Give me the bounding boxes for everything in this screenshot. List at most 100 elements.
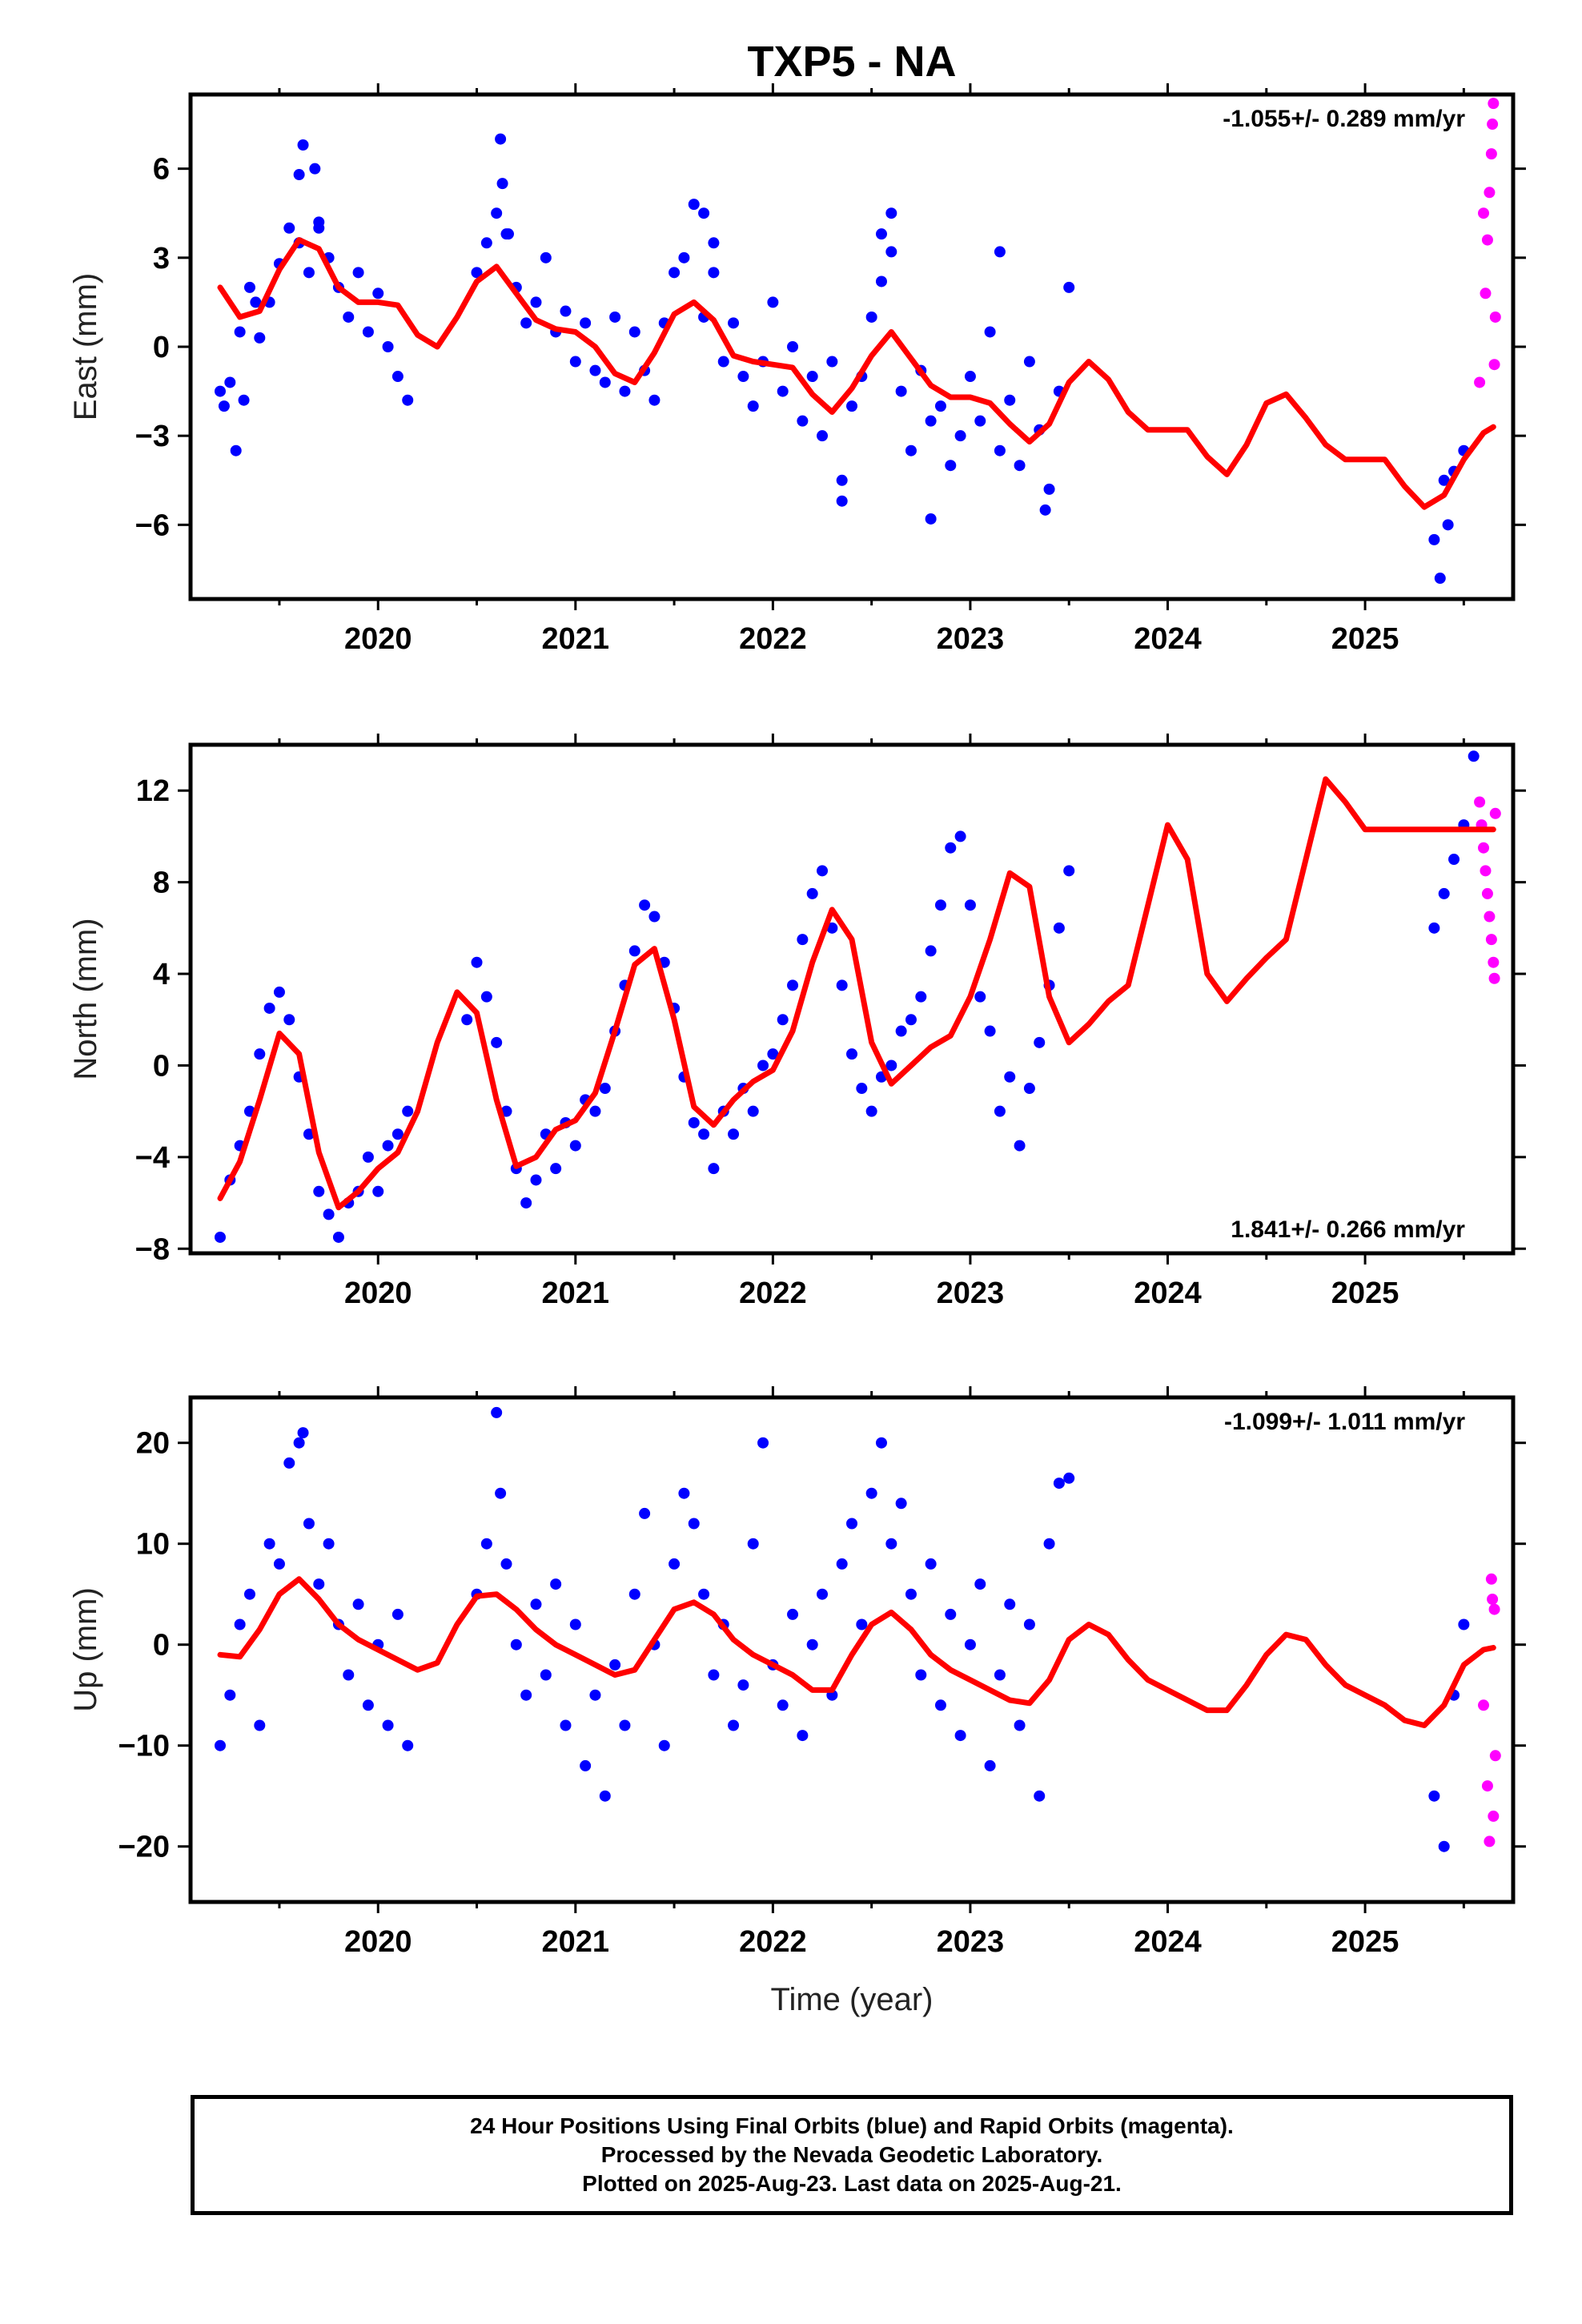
north-final-point — [520, 1197, 532, 1209]
east-final-point — [797, 415, 809, 427]
north-final-point — [550, 1163, 562, 1175]
up-final-point — [757, 1437, 769, 1449]
up-final-point — [1034, 1790, 1046, 1802]
east-final-point — [945, 460, 957, 472]
north-final-point — [648, 911, 661, 923]
east-final-point — [669, 267, 681, 279]
east-final-point — [767, 296, 779, 308]
east-final-point — [698, 207, 710, 219]
north-y-tick-label: −4 — [135, 1141, 170, 1175]
east-final-point — [313, 222, 325, 234]
north-final-point — [589, 1105, 601, 1117]
up-final-point — [817, 1588, 829, 1600]
east-final-point — [974, 415, 986, 427]
footer-line-2: Processed by the Nevada Geodetic Laborat… — [600, 2142, 1103, 2167]
east-y-tick-label: 3 — [153, 242, 170, 275]
north-final-point — [1063, 865, 1075, 877]
up-final-point — [895, 1498, 907, 1510]
up-final-point — [589, 1689, 601, 1701]
up-final-point — [283, 1457, 295, 1469]
up-final-point — [1428, 1790, 1440, 1802]
east-rapid-point — [1488, 359, 1500, 371]
up-x-tick-label: 2023 — [937, 1925, 1005, 1959]
east-final-point — [708, 237, 720, 249]
up-rapid-point — [1484, 1835, 1496, 1848]
east-final-point — [934, 400, 946, 412]
east-final-point — [1442, 519, 1454, 531]
up-final-point — [491, 1406, 503, 1418]
east-plot-frame — [188, 92, 1516, 601]
north-final-point — [817, 865, 829, 877]
north-final-point — [787, 979, 799, 991]
east-rate-label: -1.055+/- 0.289 mm/yr — [1223, 106, 1465, 132]
north-final-point — [945, 842, 957, 854]
east-panel: 2020 2021 2022 2023 2024 2025 −6 −3 0 3 6 East (mm)… — [68, 83, 1526, 656]
east-final-point — [343, 311, 355, 323]
up-final-point — [1004, 1598, 1016, 1610]
up-panel: 2020 2021 2022 2023 2024 2025 −20 −10 0 10 20 Up (m… — [68, 1386, 1526, 1959]
east-final-point — [224, 376, 236, 388]
north-final-point — [856, 1083, 868, 1095]
east-final-point — [1428, 533, 1440, 545]
east-final-point — [836, 474, 848, 486]
up-final-point — [954, 1730, 966, 1742]
up-final-point — [510, 1638, 522, 1651]
east-final-point — [250, 296, 262, 308]
north-final-point — [273, 986, 285, 998]
north-final-point — [954, 830, 966, 842]
north-rapid-point — [1485, 934, 1497, 946]
north-final-point — [1468, 750, 1480, 762]
east-rapid-point — [1474, 376, 1486, 388]
up-final-point — [293, 1437, 305, 1449]
east-final-point — [372, 287, 384, 300]
north-final-point — [1053, 922, 1065, 934]
up-final-point — [323, 1538, 335, 1550]
east-final-point — [599, 376, 611, 388]
east-final-point — [875, 275, 887, 287]
east-final-point — [480, 237, 492, 249]
north-final-point — [402, 1105, 414, 1117]
up-final-point — [1458, 1618, 1470, 1630]
east-final-point — [238, 394, 250, 406]
east-final-point — [283, 222, 295, 234]
east-final-point — [234, 326, 246, 338]
up-final-point — [352, 1598, 364, 1610]
up-final-point — [688, 1518, 700, 1530]
east-final-point — [352, 267, 364, 279]
east-final-point — [1014, 460, 1026, 472]
east-final-point — [875, 228, 887, 240]
up-rapid-point — [1489, 1750, 1501, 1762]
north-final-point — [747, 1105, 759, 1117]
up-final-point — [984, 1759, 996, 1771]
north-rapid-point — [1480, 865, 1492, 877]
east-final-point — [895, 385, 907, 397]
east-x-tick-label: 2022 — [739, 622, 807, 656]
north-rapid-point — [1488, 956, 1500, 968]
north-final-point — [777, 1014, 789, 1026]
up-final-point — [698, 1588, 710, 1600]
north-final-point — [461, 1014, 473, 1026]
east-final-point — [471, 267, 483, 279]
up-final-point — [628, 1588, 640, 1600]
east-final-point — [1434, 573, 1446, 585]
east-final-point — [589, 364, 601, 376]
east-rapid-point — [1489, 311, 1501, 323]
north-rapid-point — [1474, 796, 1486, 808]
up-rapid-point — [1488, 1810, 1500, 1822]
east-final-point — [303, 267, 315, 279]
north-y-tick-label: 12 — [136, 774, 170, 808]
north-x-tick-label: 2020 — [344, 1277, 412, 1310]
up-final-point — [885, 1538, 897, 1550]
north-final-point — [826, 922, 838, 934]
north-final-point — [1023, 1083, 1035, 1095]
north-final-point — [530, 1174, 542, 1186]
up-final-point — [234, 1618, 246, 1630]
up-final-point — [580, 1759, 592, 1771]
east-y-tick-label: 0 — [153, 331, 170, 364]
east-final-point — [954, 430, 966, 442]
up-model-line — [217, 1576, 1496, 1728]
north-rapid-point — [1489, 807, 1501, 819]
east-final-point — [688, 199, 700, 211]
north-final-point — [895, 1025, 907, 1037]
north-final-point — [569, 1140, 581, 1152]
